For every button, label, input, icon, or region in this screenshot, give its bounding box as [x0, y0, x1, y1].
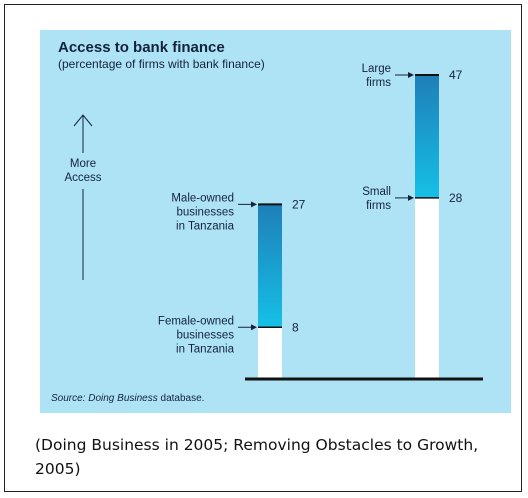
chart-title: Access to bank finance — [58, 39, 225, 56]
bank-finance-chart: Access to bank finance (percentage of fi… — [51, 39, 483, 404]
bar-0-range — [258, 204, 282, 328]
more-access-arrow — [64, 114, 104, 280]
bar-1-high-label-line-2: firms — [366, 77, 391, 89]
figure-frame: Access to bank finance (percentage of fi… — [4, 4, 522, 492]
bar-1-high-label-line-1: Large — [362, 63, 391, 75]
bar-0-low-label-line-1: Female-owned — [158, 315, 234, 327]
bar-1-base — [415, 197, 439, 379]
bar-0-low-label-line-2: businesses — [176, 329, 234, 341]
chart-subtitle: (percentage of firms with bank finance) — [58, 57, 265, 71]
axis-label-line-1: More — [70, 158, 96, 170]
bars-layer: 27 8 Male-owned businesses in Tanzania Female… — [158, 63, 463, 379]
bar-1-high-arrow-head — [408, 72, 414, 78]
axis-label-line-2: Access — [64, 172, 101, 184]
figure-caption: (Doing Business in 2005; Removing Obstac… — [35, 436, 479, 478]
bar-0-high-label-line-3: in Tanzania — [176, 220, 235, 232]
bar-0-base — [258, 327, 282, 379]
bar-1-low-value: 28 — [449, 191, 463, 205]
source-note: Source: Doing Business database. — [51, 393, 204, 404]
chart-panel: Access to bank finance (percentage of fi… — [40, 30, 511, 413]
bar-1-low-label-line-2: firms — [366, 200, 391, 212]
bar-0-low-value: 8 — [292, 320, 299, 334]
bar-1-range — [415, 75, 439, 198]
bar-0-high-value: 27 — [292, 197, 306, 211]
bar-1-low-label-line-1: Small — [362, 186, 391, 198]
bar-0-low-arrow-head — [251, 324, 257, 331]
bar-0-high-arrow-head — [251, 201, 257, 208]
source-suffix: database. — [158, 393, 205, 404]
bar-1-low-arrow-head — [408, 194, 414, 201]
source-prefix: Source: Doing Business — [51, 393, 158, 404]
bar-0-high-label-line-2: businesses — [176, 206, 234, 218]
bar-1-high-value: 47 — [449, 68, 463, 82]
bar-0-low-label-line-3: in Tanzania — [176, 343, 235, 355]
bar-0-high-label-line-1: Male-owned — [171, 192, 234, 204]
